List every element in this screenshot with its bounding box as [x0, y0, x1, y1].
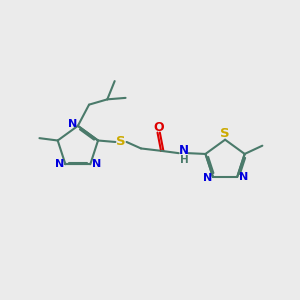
Text: O: O [153, 121, 164, 134]
Text: N: N [203, 173, 212, 184]
Text: S: S [116, 136, 126, 148]
Text: N: N [92, 159, 101, 169]
Text: N: N [55, 159, 64, 169]
Text: N: N [179, 144, 189, 157]
Text: S: S [220, 127, 230, 140]
Text: H: H [180, 154, 189, 165]
Text: N: N [68, 119, 77, 129]
Text: N: N [239, 172, 248, 182]
